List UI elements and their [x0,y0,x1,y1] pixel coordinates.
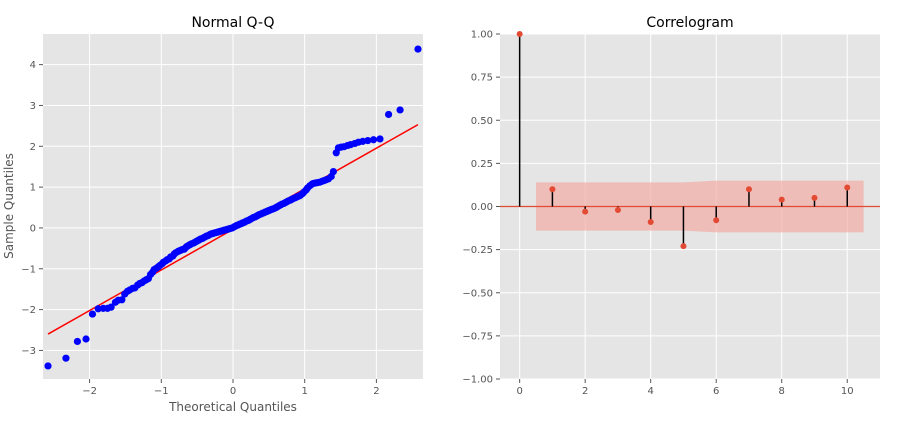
acf-x-ticks: 0 2 4 6 8 10 [516,379,854,397]
qq-point [88,310,97,318]
qq-point [364,136,372,145]
qq-point [118,296,126,304]
qq-point [82,335,90,343]
qq-point [414,45,422,53]
acf-y-tick-label: −0.50 [462,288,493,299]
qq-point [369,136,378,144]
qq-point [376,135,384,143]
qq-x-axis-label: Theoretical Quantiles [168,400,297,414]
qq-y-tick-label: −3 [21,346,36,357]
acf-x-tick-label: 10 [841,386,854,397]
acf-marker [778,196,785,203]
qq-point [329,167,337,176]
qq-y-ticks: −3 −2 −1 0 1 2 3 4 [21,60,43,357]
qq-point [107,303,115,311]
qq-x-tick-label: 0 [230,386,236,397]
qq-y-tick-label: −2 [21,305,36,316]
acf-marker [582,208,589,215]
qq-y-axis-label: Sample Quantiles [2,153,16,259]
qq-y-tick-label: 2 [30,142,36,153]
acf-y-tick-label: 0.00 [471,202,493,213]
qq-point [44,362,52,370]
acf-title: Correlogram [646,15,733,31]
acf-marker [516,31,523,37]
qq-x-ticks: −2 −1 0 1 2 [82,379,380,397]
acf-y-tick-label: −1.00 [462,375,493,386]
acf-y-tick-label: 0.25 [471,159,493,170]
acf-x-tick-label: 8 [779,386,785,397]
acf-marker [549,186,556,193]
qq-x-tick-label: −2 [82,386,97,397]
qq-point [396,106,404,114]
acf-y-tick-label: −0.25 [462,245,493,256]
qq-title: Normal Q-Q [191,15,274,31]
acf-markers [516,31,851,250]
acf-y-ticks: −1.00 −0.75 −0.50 −0.25 0.00 0.25 0.50 0.75 1.00 [462,30,500,386]
qq-points [44,45,422,370]
qq-x-tick-label: 2 [373,386,379,397]
acf-marker [844,184,851,191]
qq-grid [43,34,423,379]
acf-marker [647,219,654,226]
acf-x-tick-label: 0 [516,386,522,397]
qq-y-tick-label: 4 [30,60,36,71]
acf-marker [614,206,621,213]
qq-x-tick-label: 1 [302,386,308,397]
qq-y-tick-label: 1 [30,183,36,194]
acf-y-tick-label: 0.75 [471,73,493,84]
acf-y-tick-label: 1.00 [471,30,493,41]
acf-marker [811,194,818,201]
qq-y-tick-label: 3 [30,101,36,112]
acf-x-tick-label: 2 [582,386,588,397]
acf-x-tick-label: 6 [713,386,719,397]
acf-marker [745,186,752,193]
acf-y-tick-label: 0.50 [471,116,493,127]
qq-x-tick-label: −1 [154,386,169,397]
acf-marker [713,217,720,224]
qq-point [73,337,82,346]
qq-point [62,354,70,362]
acf-y-tick-label: −0.75 [462,331,493,342]
qq-panel: −2 −1 0 1 2 −3 −2 −1 0 1 2 3 4 Normal Q-Q Theoretic… [2,15,423,414]
qq-y-tick-label: 0 [30,223,36,234]
acf-x-tick-label: 4 [648,386,654,397]
qq-point [384,110,393,119]
acf-marker [680,243,687,250]
correlogram-panel: 0 2 4 6 8 10 −1.00 −0.75 −0.50 −0.25 0.00 0.25 0.50… [462,15,880,397]
qq-y-tick-label: −1 [21,264,36,275]
